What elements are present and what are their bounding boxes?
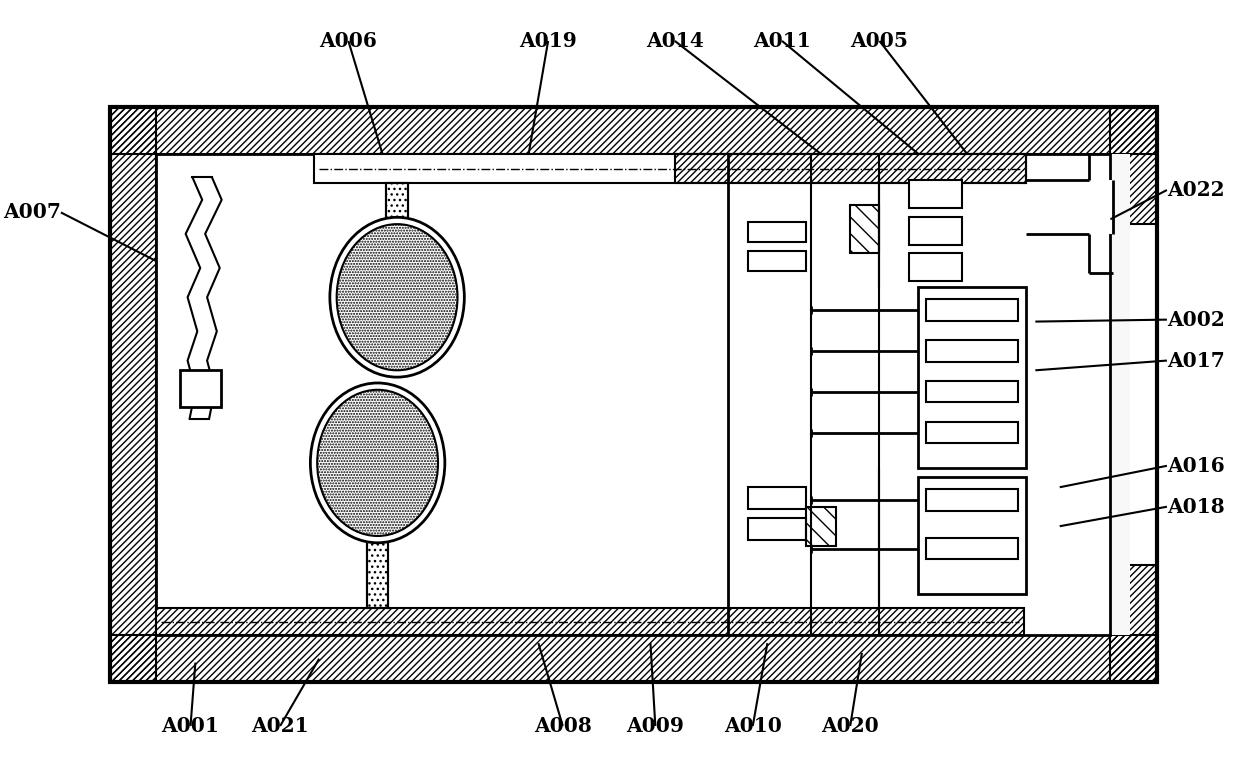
Bar bbox=[109, 107, 1157, 682]
Bar bbox=[909, 180, 962, 208]
Text: A006: A006 bbox=[320, 31, 377, 51]
Text: A016: A016 bbox=[1167, 456, 1225, 476]
Text: A020: A020 bbox=[821, 716, 879, 736]
Ellipse shape bbox=[330, 217, 464, 377]
Bar bbox=[387, 183, 408, 224]
Bar bbox=[156, 608, 1024, 636]
Text: A021: A021 bbox=[252, 716, 309, 736]
Bar bbox=[926, 381, 1018, 403]
Text: A002: A002 bbox=[1167, 309, 1225, 329]
Text: A014: A014 bbox=[646, 31, 704, 51]
Ellipse shape bbox=[310, 383, 445, 542]
Bar bbox=[156, 608, 1024, 636]
Text: A022: A022 bbox=[1167, 180, 1224, 200]
Text: A005: A005 bbox=[851, 31, 909, 51]
Bar bbox=[909, 217, 962, 244]
Text: A008: A008 bbox=[533, 716, 591, 736]
Bar bbox=[109, 107, 1157, 154]
Bar bbox=[109, 107, 156, 682]
Bar bbox=[919, 478, 1025, 594]
Text: A007: A007 bbox=[2, 202, 61, 222]
Bar bbox=[675, 154, 1025, 183]
Text: A011: A011 bbox=[753, 31, 811, 51]
Bar bbox=[926, 489, 1018, 510]
Text: A018: A018 bbox=[1167, 497, 1225, 516]
Text: A019: A019 bbox=[520, 31, 577, 51]
Bar bbox=[851, 205, 879, 254]
Bar bbox=[926, 538, 1018, 559]
Text: A017: A017 bbox=[1167, 351, 1225, 371]
Bar bbox=[909, 254, 962, 280]
Bar bbox=[748, 251, 806, 271]
Bar bbox=[314, 154, 1025, 183]
Bar bbox=[728, 154, 1130, 636]
Bar bbox=[806, 507, 836, 545]
Bar bbox=[1110, 107, 1157, 224]
Bar bbox=[748, 222, 806, 241]
Bar bbox=[387, 183, 408, 224]
Bar bbox=[1089, 180, 1114, 234]
Bar bbox=[180, 371, 221, 407]
Bar bbox=[919, 287, 1025, 468]
Bar bbox=[109, 636, 1157, 682]
Text: A001: A001 bbox=[161, 716, 219, 736]
Bar bbox=[926, 340, 1018, 361]
Bar bbox=[156, 154, 1110, 636]
Bar bbox=[748, 519, 806, 540]
Bar bbox=[926, 299, 1018, 321]
Text: A010: A010 bbox=[724, 716, 781, 736]
Bar bbox=[367, 536, 388, 608]
Text: A009: A009 bbox=[626, 716, 684, 736]
Bar bbox=[1110, 565, 1157, 682]
Bar bbox=[367, 536, 388, 608]
Bar bbox=[926, 422, 1018, 443]
Bar bbox=[748, 487, 806, 509]
